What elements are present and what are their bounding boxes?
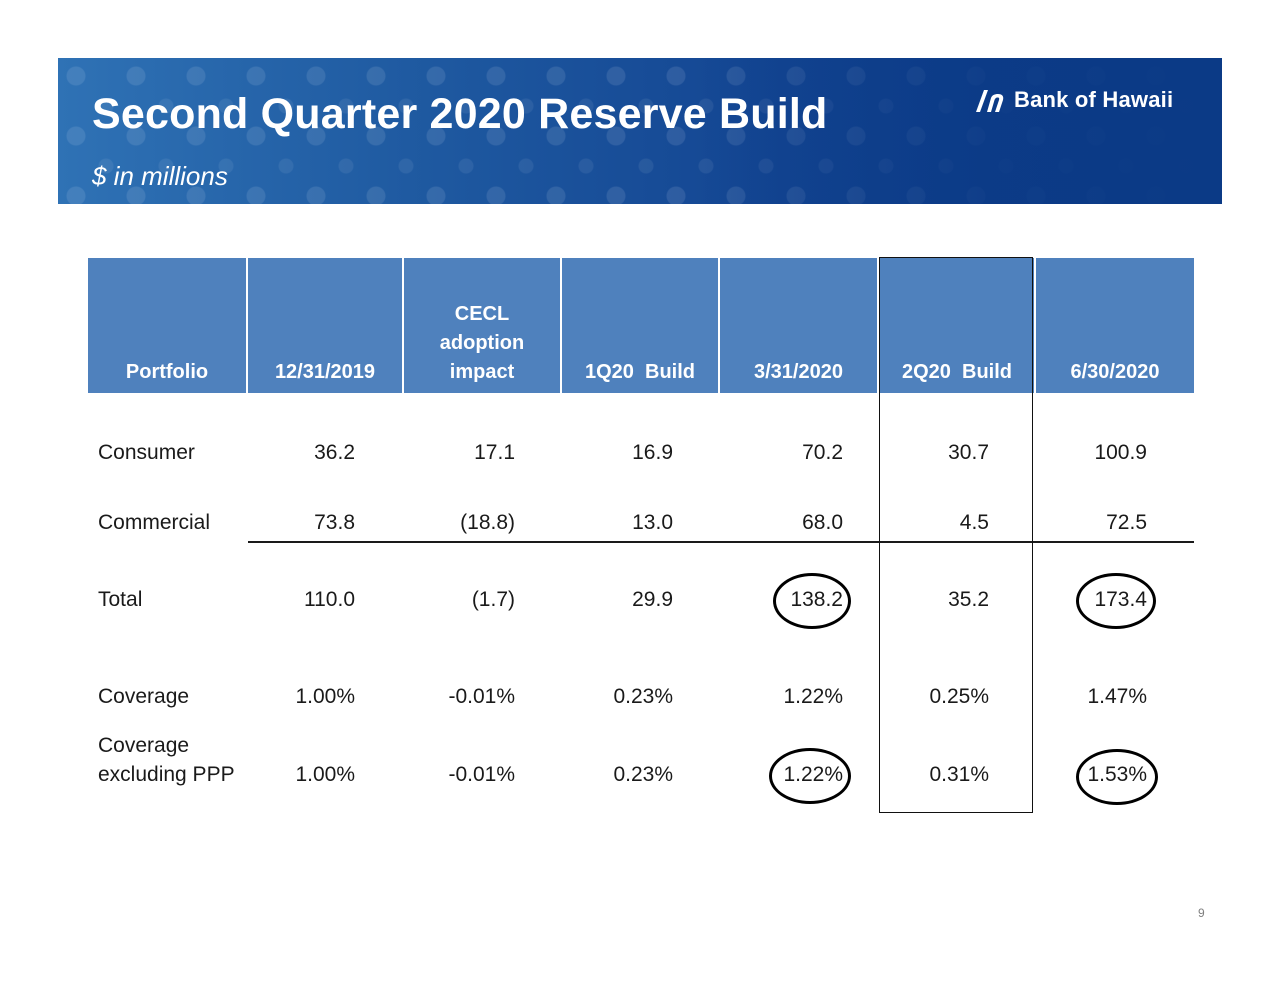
- table-cell: 29.9: [632, 588, 673, 611]
- table-cell: 0.23%: [613, 763, 673, 786]
- table-cell: (1.7): [471, 588, 515, 611]
- row-label-coverage: Coverage: [98, 685, 190, 708]
- row-label-total: Total: [98, 588, 143, 611]
- header-line: CECL: [454, 303, 510, 325]
- table-cell: 16.9: [632, 441, 673, 464]
- table-cell: 0.25%: [929, 685, 989, 708]
- table-cell: -0.01%: [448, 763, 515, 786]
- column-header-6-30-2020: 6/30/2020: [1036, 258, 1194, 393]
- header-line: 1Q20 Build: [584, 361, 696, 383]
- table-cell: 68.0: [802, 511, 843, 534]
- table-cell: 73.8: [314, 511, 355, 534]
- header-line: Portfolio: [125, 361, 209, 383]
- highlight-circle-173-4: [1076, 573, 1156, 629]
- header-line: 12/31/2019: [274, 361, 376, 383]
- table-cell: 72.5: [1106, 511, 1147, 534]
- table-cell: 36.2: [314, 441, 355, 464]
- header-line: 6/30/2020: [1070, 361, 1160, 383]
- column-header-3-31-2020: 3/31/2020: [720, 258, 877, 393]
- table-cell: 13.0: [632, 511, 673, 534]
- page-number: 9: [1198, 906, 1205, 920]
- column-header-portfolio: Portfolio: [88, 258, 246, 393]
- header-line: impact: [449, 361, 515, 383]
- highlight-circle-1-22: [769, 748, 851, 804]
- column-header-2q20-build: 2Q20 Build: [880, 258, 1034, 393]
- row-label-coverage-excl-ppp-line1: Coverage: [98, 734, 190, 757]
- highlight-circle-1-53: [1076, 749, 1158, 805]
- column-header-12-31-2019: 12/31/2019: [248, 258, 402, 393]
- table-cell: 1.47%: [1087, 685, 1147, 708]
- table-cell: 30.7: [948, 441, 989, 464]
- header-line: 3/31/2020: [754, 361, 843, 383]
- highlight-circle-138-2: [773, 573, 851, 629]
- table-cell: 4.5: [959, 511, 989, 534]
- bank-logo: Bank of Hawaii: [974, 86, 1173, 114]
- table-cell: 1.00%: [295, 685, 355, 708]
- table-cell: 35.2: [948, 588, 989, 611]
- column-header-cecl-adoption: CECL adoption impact: [404, 258, 560, 393]
- header-line: adoption: [439, 332, 525, 354]
- table-cell: 1.22%: [783, 685, 843, 708]
- row-label-consumer: Consumer: [98, 441, 195, 464]
- table-cell: 70.2: [802, 441, 843, 464]
- title-banner: Second Quarter 2020 Reserve Build $ in m…: [58, 58, 1222, 204]
- table-cell: 17.1: [474, 441, 515, 464]
- subtotal-divider: [248, 541, 1194, 543]
- row-label-commercial: Commercial: [98, 511, 211, 534]
- table-cell: 100.9: [1094, 441, 1147, 464]
- table-cell: 110.0: [304, 588, 355, 611]
- page-subtitle: $ in millions: [92, 161, 228, 191]
- table-cell: (18.8): [460, 511, 515, 534]
- header-line: 2Q20 Build: [901, 361, 1013, 383]
- bank-logo-text: Bank of Hawaii: [1014, 87, 1174, 112]
- table-cell: 0.23%: [613, 685, 673, 708]
- table-cell: -0.01%: [448, 685, 515, 708]
- row-label-coverage-excl-ppp-line2: excluding PPP: [98, 763, 235, 786]
- column-header-1q20-build: 1Q20 Build: [562, 258, 718, 393]
- table-cell: 1.00%: [295, 763, 355, 786]
- page-title: Second Quarter 2020 Reserve Build: [92, 90, 828, 138]
- table-cell: 0.31%: [929, 763, 989, 786]
- bank-logo-icon: [976, 90, 1004, 112]
